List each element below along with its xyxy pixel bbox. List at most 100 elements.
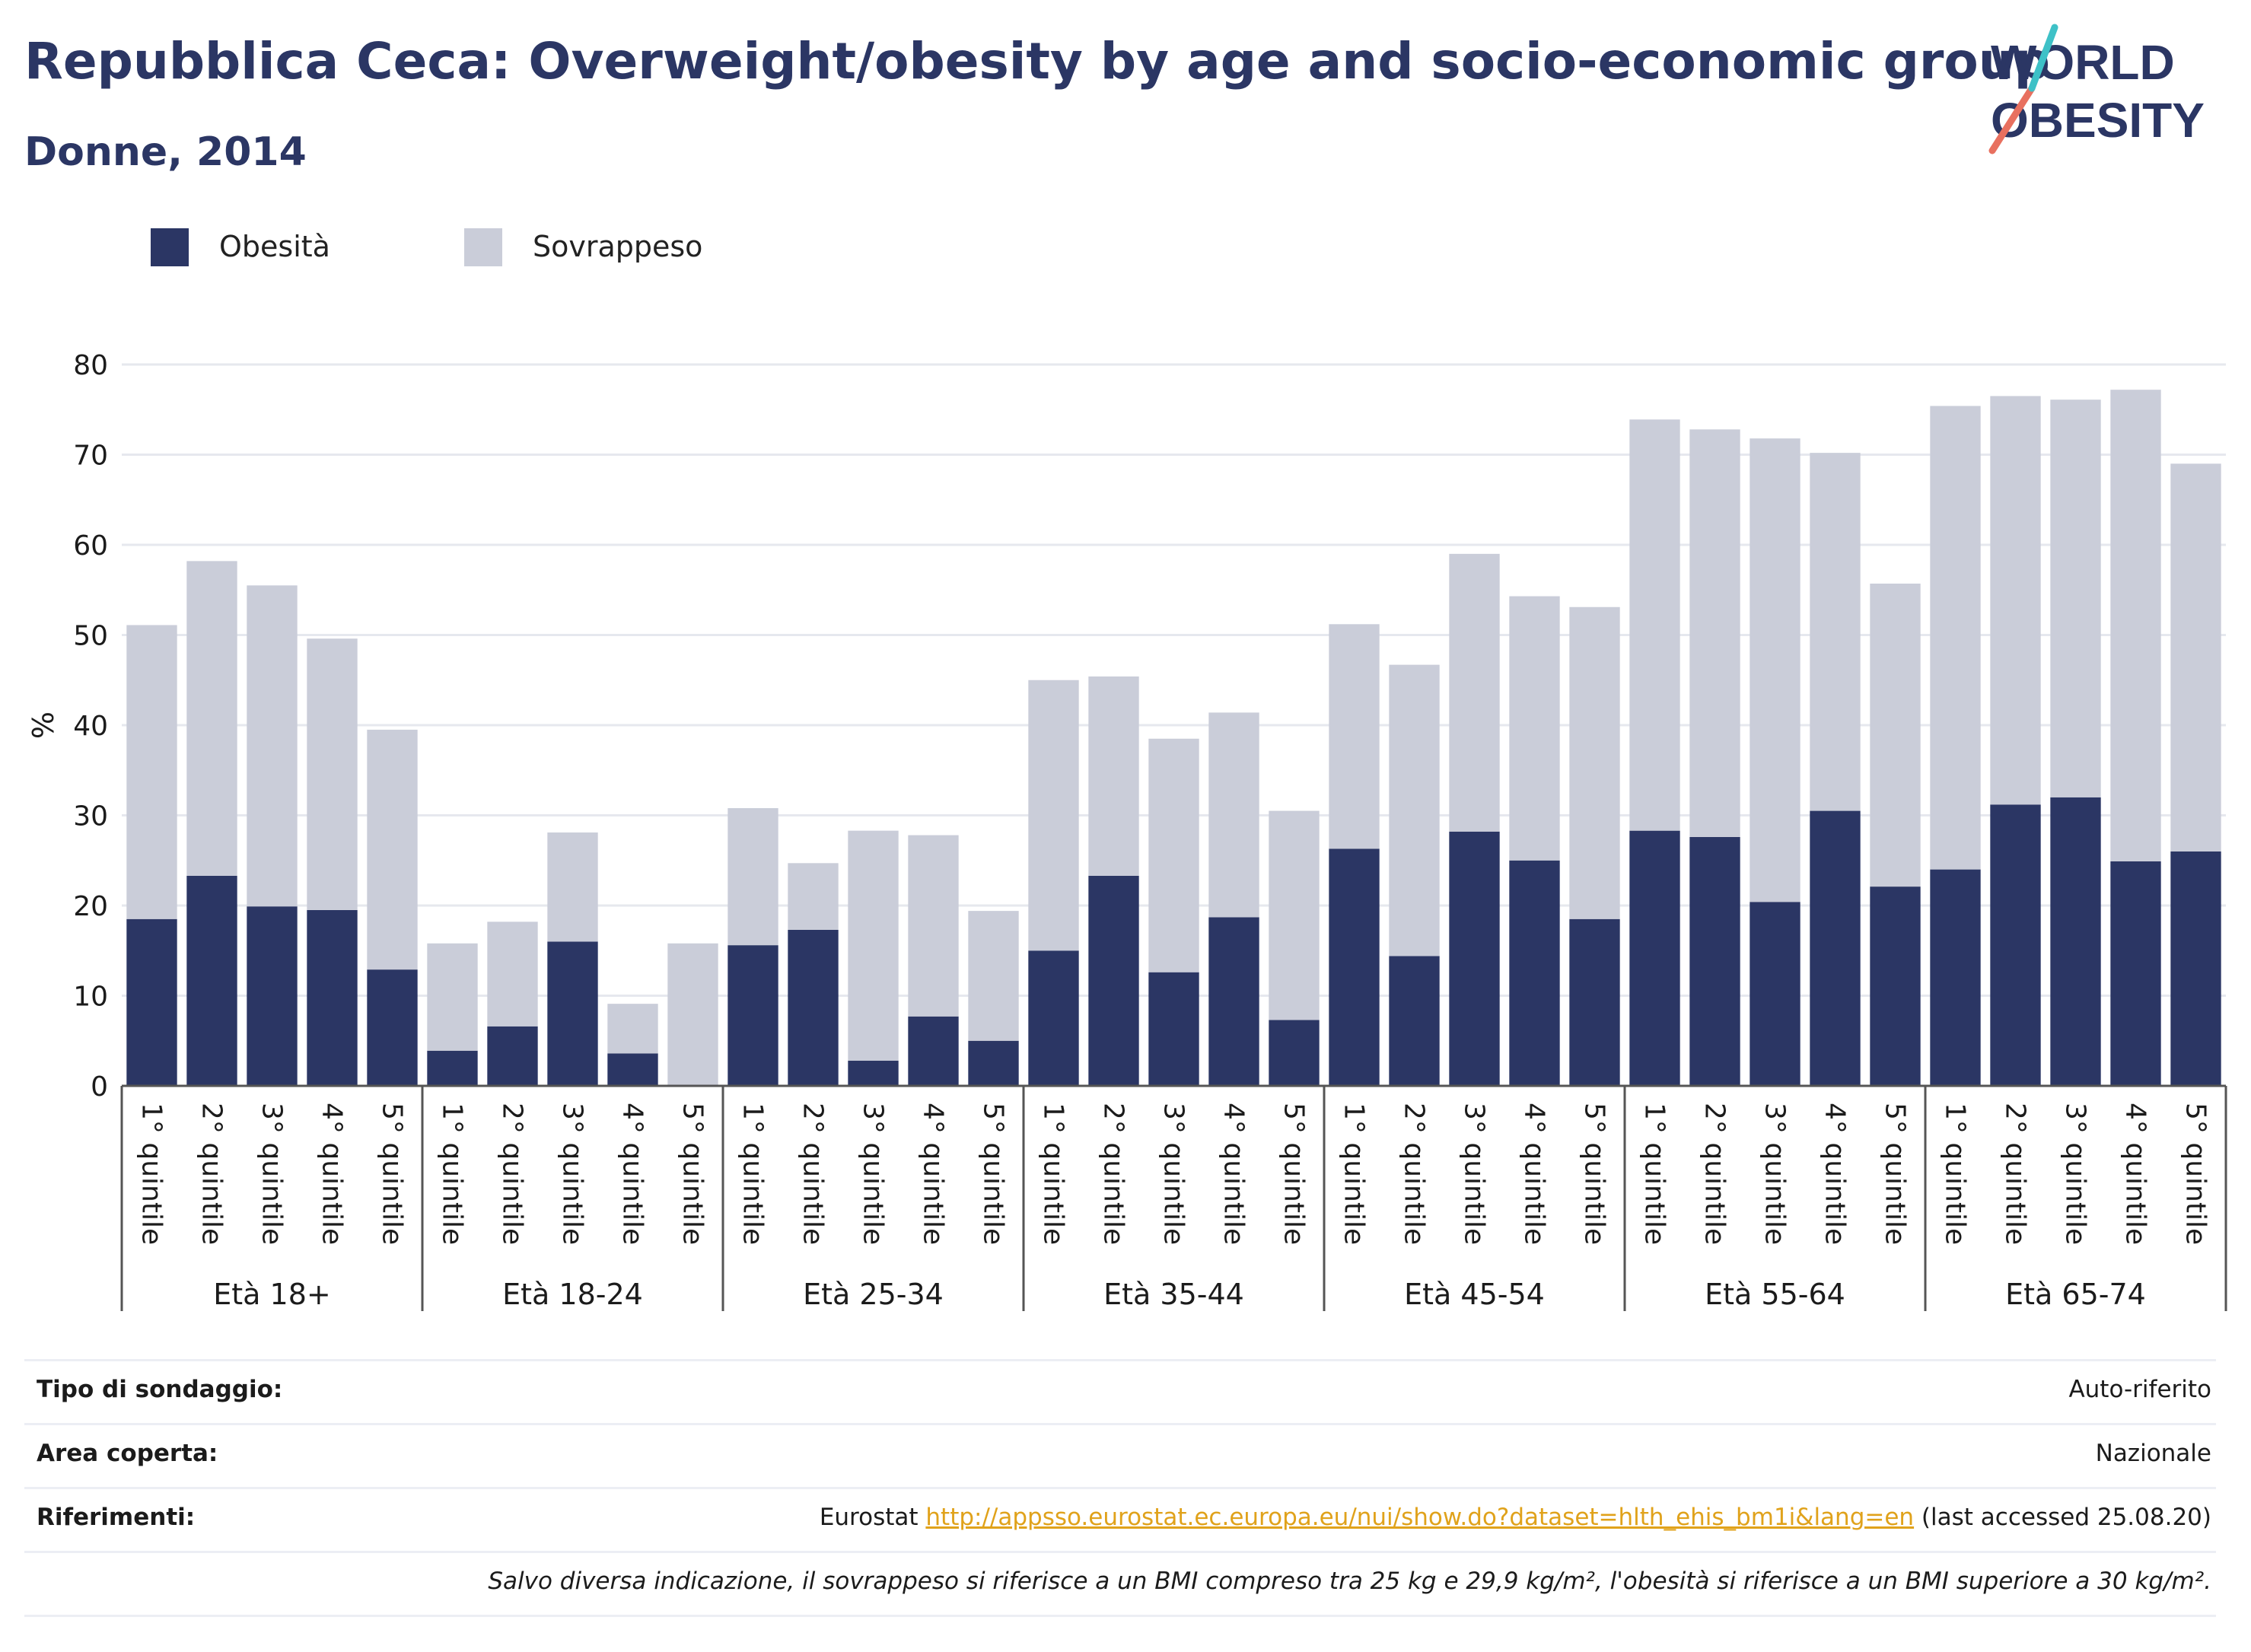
bar-obesity xyxy=(1629,830,1680,1086)
legend-label-obesity: Obesità xyxy=(219,230,330,263)
x-tick-label: 4° quintile xyxy=(1519,1103,1550,1245)
y-tick-label: 70 xyxy=(73,441,108,472)
group-label: Età 65-74 xyxy=(2005,1278,2146,1311)
bar-obesity xyxy=(607,1053,658,1086)
world-obesity-logo: WORLD OBESITY xyxy=(1988,24,2205,154)
meta-row-note: Salvo diversa indicazione, il sovrappeso… xyxy=(24,1554,2216,1615)
bar-overweight xyxy=(1269,810,1320,1020)
definition-note: Salvo diversa indicazione, il sovrappeso… xyxy=(488,1568,2211,1595)
x-tick-label: 3° quintile xyxy=(1158,1103,1189,1245)
bar-obesity xyxy=(908,1016,959,1086)
divider xyxy=(24,1359,2216,1361)
bar-overweight xyxy=(186,561,237,876)
x-tick-label: 4° quintile xyxy=(1820,1103,1851,1245)
bar-obesity xyxy=(1449,831,1500,1086)
y-tick-label: 80 xyxy=(73,350,108,381)
x-tick-label: 5° quintile xyxy=(677,1103,708,1245)
bar-obesity xyxy=(848,1060,899,1086)
bar-overweight xyxy=(908,835,959,1017)
x-tick-label: 5° quintile xyxy=(2180,1103,2211,1245)
bar-overweight xyxy=(1930,406,1981,870)
x-tick-label: 4° quintile xyxy=(918,1103,949,1245)
y-axis-label: % xyxy=(27,711,60,739)
bar-obesity xyxy=(1028,950,1079,1086)
y-tick-label: 10 xyxy=(73,982,108,1013)
x-tick-label: 4° quintile xyxy=(2120,1103,2151,1245)
x-tick-label: 1° quintile xyxy=(437,1103,468,1245)
x-tick-label: 4° quintile xyxy=(317,1103,348,1245)
divider xyxy=(24,1615,2216,1617)
bar-overweight xyxy=(427,943,478,1051)
group-label: Età 25-34 xyxy=(803,1278,944,1311)
bar-obesity xyxy=(968,1040,1019,1086)
x-tick-label: 1° quintile xyxy=(136,1103,167,1245)
x-tick-label: 2° quintile xyxy=(798,1103,829,1245)
bar-obesity xyxy=(1870,886,1921,1086)
logo-word-world: WORLD xyxy=(1991,35,2175,90)
references-link[interactable]: http://appsso.eurostat.ec.europa.eu/nui/… xyxy=(925,1504,1915,1531)
bar-overweight xyxy=(1750,438,1800,902)
legend-swatch-overweight xyxy=(464,228,502,266)
bar-obesity xyxy=(487,1026,538,1086)
bar-obesity xyxy=(126,918,177,1086)
logo-slash-top xyxy=(2028,24,2058,92)
x-tick-label: 3° quintile xyxy=(2060,1103,2091,1245)
bar-overweight xyxy=(848,830,899,1061)
bar-obesity xyxy=(1208,917,1259,1086)
x-tick-label: 3° quintile xyxy=(858,1103,889,1245)
bar-overweight xyxy=(1088,676,1139,876)
bar-overweight xyxy=(2110,390,2161,861)
bar-obesity xyxy=(1750,902,1800,1086)
x-tick-label: 2° quintile xyxy=(2000,1103,2031,1245)
bar-overweight xyxy=(1990,396,2041,805)
divider xyxy=(24,1423,2216,1425)
x-tick-label: 1° quintile xyxy=(1940,1103,1971,1245)
bar-overweight xyxy=(1329,624,1380,849)
references-source: Eurostat xyxy=(819,1504,926,1531)
bar-overweight xyxy=(667,943,718,1086)
x-tick-label: 5° quintile xyxy=(1579,1103,1610,1245)
survey-type-value: Auto-riferito xyxy=(2068,1376,2211,1403)
x-tick-label: 3° quintile xyxy=(256,1103,288,1245)
y-tick-label: 30 xyxy=(73,801,108,832)
bar-obesity xyxy=(1930,869,1981,1086)
meta-row-area: Area coperta: Nazionale xyxy=(24,1426,2216,1487)
legend-label-overweight: Sovrappeso xyxy=(533,230,703,263)
bar-obesity xyxy=(1509,860,1560,1086)
group-label: Età 18-24 xyxy=(502,1278,643,1311)
bar-overweight xyxy=(126,625,177,919)
bar-overweight xyxy=(247,585,298,907)
bar-obesity xyxy=(367,969,418,1086)
references-value: Eurostat http://appsso.eurostat.ec.europ… xyxy=(820,1504,2211,1531)
bar-overweight xyxy=(2050,399,2101,797)
bar-overweight xyxy=(1449,553,1500,832)
bar-overweight xyxy=(547,832,598,942)
meta-row-survey-type: Tipo di sondaggio: Auto-riferito xyxy=(24,1362,2216,1423)
bar-overweight xyxy=(2170,463,2221,851)
bar-overweight xyxy=(1509,596,1560,861)
area-value: Nazionale xyxy=(2095,1440,2211,1467)
group-label: Età 55-64 xyxy=(1705,1278,1845,1311)
bar-obesity xyxy=(1329,848,1380,1086)
x-tick-label: 5° quintile xyxy=(377,1103,408,1245)
logo-slash-bottom xyxy=(1988,84,2036,154)
x-tick-label: 1° quintile xyxy=(1339,1103,1370,1245)
references-label: Riferimenti: xyxy=(37,1504,196,1531)
x-tick-label: 5° quintile xyxy=(978,1103,1009,1245)
bar-overweight xyxy=(607,1004,658,1054)
bar-overweight xyxy=(1028,680,1079,951)
bar-obesity xyxy=(2110,861,2161,1086)
bar-obesity xyxy=(186,875,237,1086)
bar-overweight xyxy=(1389,664,1440,957)
bar-obesity xyxy=(2170,851,2221,1086)
x-tick-label: 2° quintile xyxy=(1098,1103,1129,1245)
y-tick-label: 60 xyxy=(73,530,108,562)
x-tick-label: 2° quintile xyxy=(497,1103,528,1245)
divider xyxy=(24,1487,2216,1489)
y-tick-label: 40 xyxy=(73,711,108,742)
bar-obesity xyxy=(1148,972,1199,1086)
survey-type-label: Tipo di sondaggio: xyxy=(37,1376,283,1403)
y-tick-label: 50 xyxy=(73,621,108,652)
bar-overweight xyxy=(1148,738,1199,972)
references-accessed: (last accessed 25.08.20) xyxy=(1914,1504,2211,1531)
